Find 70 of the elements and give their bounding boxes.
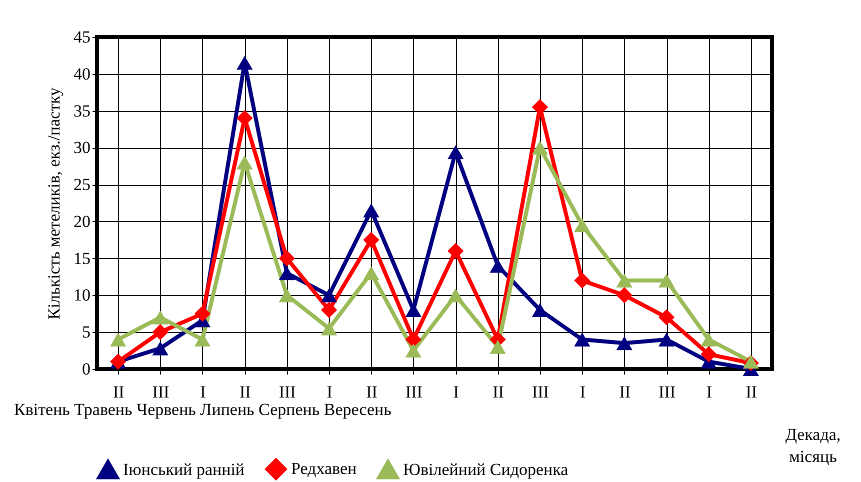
point xyxy=(700,346,717,362)
point xyxy=(616,273,632,288)
point xyxy=(532,302,548,317)
point xyxy=(236,56,253,70)
y-tick-label: 20 xyxy=(74,212,90,231)
y-tick-label: 30 xyxy=(74,138,90,158)
point xyxy=(448,288,464,302)
x-tick-label: III xyxy=(405,382,423,402)
y-tick-label: 40 xyxy=(74,64,90,84)
point xyxy=(616,287,632,304)
point xyxy=(574,332,590,346)
x-tick-label: III xyxy=(658,382,676,402)
y-tick-label: 15 xyxy=(74,248,90,268)
y-axis-title: Кількість метеликів, екз./пастку xyxy=(44,86,64,320)
point xyxy=(700,332,717,346)
x-tick-label: I xyxy=(580,382,586,402)
point xyxy=(658,273,675,288)
point xyxy=(574,272,590,289)
point xyxy=(616,336,632,350)
x-tick-label: I xyxy=(706,382,712,402)
point xyxy=(152,310,168,324)
point xyxy=(405,344,422,358)
point xyxy=(320,321,338,336)
y-tick-label: 25 xyxy=(74,175,90,194)
point xyxy=(194,332,211,346)
x-tick-label: II xyxy=(239,382,252,402)
y-tick-label: 45 xyxy=(74,28,90,46)
point xyxy=(448,242,464,260)
point xyxy=(278,288,295,302)
text: Квітень Травень Червень Липень Серпень Вересень xyxy=(14,400,392,420)
point xyxy=(363,232,380,248)
x-tick-label: I xyxy=(200,382,206,402)
x-tick-label: III xyxy=(532,382,550,402)
point xyxy=(110,332,126,346)
point xyxy=(532,140,548,155)
x-tick-label: II xyxy=(366,382,378,402)
legend-label: Редхавен xyxy=(291,459,357,478)
x-tick-label: III xyxy=(278,382,296,402)
point xyxy=(363,203,380,218)
y-tick-label: 35 xyxy=(74,101,90,120)
point xyxy=(320,288,338,302)
point xyxy=(236,155,253,170)
point xyxy=(278,266,295,280)
y-tick-label: 10 xyxy=(74,286,90,305)
point xyxy=(278,250,295,266)
point xyxy=(405,302,422,317)
point xyxy=(658,332,675,346)
point xyxy=(448,145,464,160)
point xyxy=(490,340,506,354)
point xyxy=(405,331,422,348)
point xyxy=(152,341,168,356)
y-tick-label: 0 xyxy=(82,360,90,378)
x-axis-title: Декада, місяць xyxy=(784,424,842,468)
x-tick-label: I xyxy=(453,382,460,402)
x-tick-label: III xyxy=(152,382,170,402)
x-tick-label: I xyxy=(326,382,333,402)
point xyxy=(658,309,675,326)
y-tick-label: 5 xyxy=(82,322,90,342)
legend-label: Іюнський ранній xyxy=(123,460,245,479)
point xyxy=(490,258,506,273)
point xyxy=(574,218,590,232)
point xyxy=(320,302,338,318)
point xyxy=(194,306,211,322)
x-tick-label: II xyxy=(492,382,504,402)
point xyxy=(152,324,168,340)
x-tick-label: II xyxy=(746,382,758,402)
x-tick-label: II xyxy=(619,382,631,402)
point xyxy=(363,266,380,280)
x-tick-label: II xyxy=(112,382,125,402)
legend-label: Ювілейний Сидоренка xyxy=(403,460,569,479)
